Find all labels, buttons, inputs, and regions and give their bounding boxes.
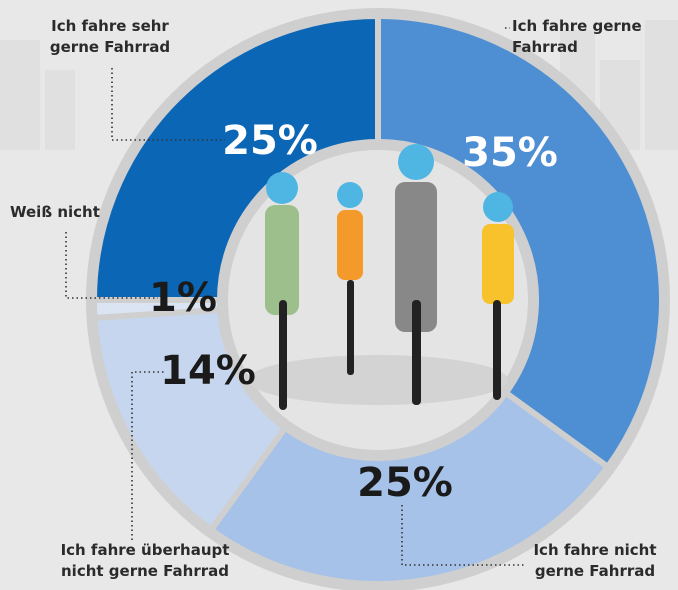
chart: 35% 25% 14% 1% 25%	[0, 0, 678, 590]
category-label: Weiß nicht	[10, 202, 120, 223]
value-label: 25%	[357, 460, 453, 506]
value-label: 35%	[462, 130, 558, 176]
category-label: Ich fahre gerne Fahrrad	[512, 16, 672, 58]
infographic: 35% 25% 14% 1% 25% Ich fahre gerne Fahrrad Ic…	[0, 0, 678, 590]
value-label: 1%	[149, 275, 217, 321]
category-label: Ich fahre sehr gerne Fahrrad	[35, 16, 185, 58]
category-label: Ich fahre nicht gerne Fahrrad	[520, 540, 670, 582]
value-label: 14%	[160, 348, 256, 394]
value-label: 25%	[222, 118, 318, 164]
category-label: Ich fahre überhaupt nicht gerne Fahrrad	[40, 540, 250, 582]
